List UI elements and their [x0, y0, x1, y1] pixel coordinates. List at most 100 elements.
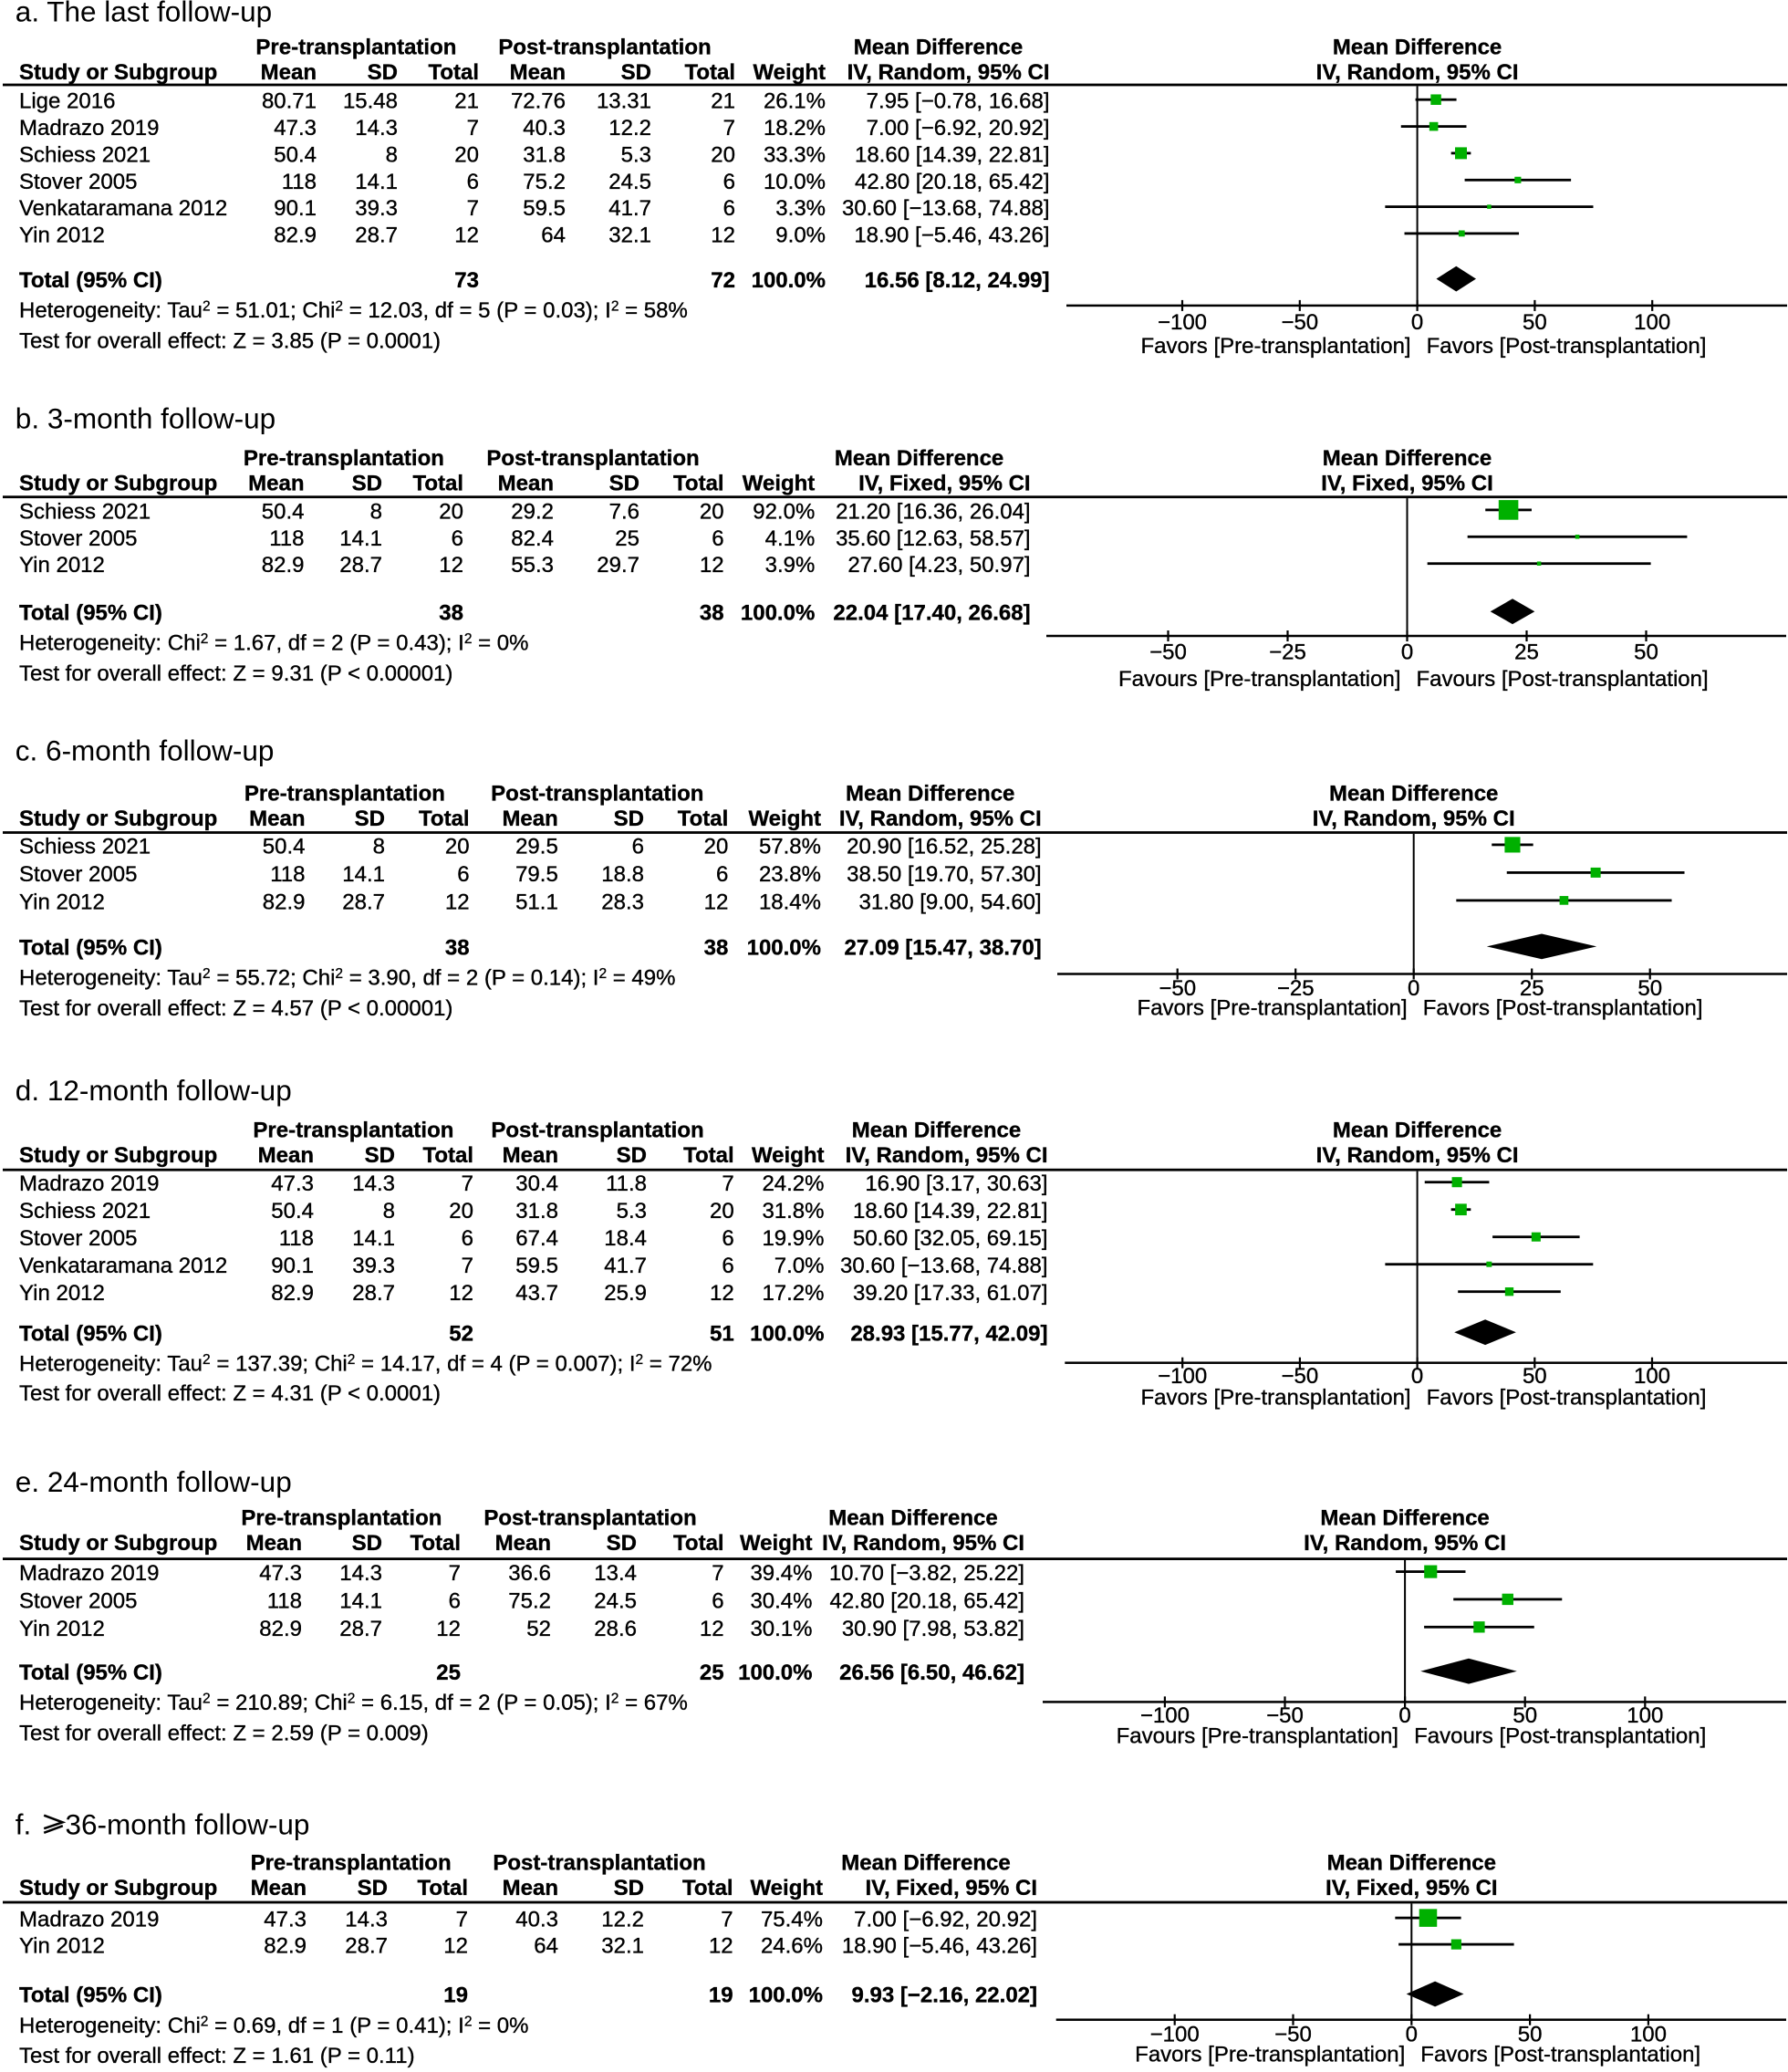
svg-text:20: 20: [445, 834, 470, 859]
svg-text:Total (95% CI): Total (95% CI): [19, 1661, 162, 1685]
svg-text:5.3: 5.3: [617, 1199, 647, 1223]
svg-text:Study or Subgroup: Study or Subgroup: [19, 1876, 217, 1900]
svg-text:14.3: 14.3: [339, 1561, 382, 1586]
svg-text:Study or Subgroup: Study or Subgroup: [19, 60, 217, 85]
svg-text:28.7: 28.7: [352, 1281, 395, 1306]
svg-text:39.3: 39.3: [355, 196, 398, 221]
svg-text:118: 118: [267, 1588, 302, 1613]
svg-text:24.5: 24.5: [608, 170, 651, 194]
svg-text:18.60 [14.39, 22.81]: 18.60 [14.39, 22.81]: [855, 142, 1050, 167]
svg-text:18.4: 18.4: [604, 1226, 647, 1251]
svg-text:6: 6: [712, 1588, 723, 1613]
svg-text:47.3: 47.3: [264, 1908, 307, 1932]
svg-text:28.7: 28.7: [339, 1617, 382, 1641]
svg-text:29.7: 29.7: [597, 553, 639, 578]
svg-text:Mean Difference: Mean Difference: [1327, 1851, 1496, 1876]
svg-text:38: 38: [445, 936, 470, 961]
svg-text:−50: −50: [1159, 976, 1196, 1001]
svg-text:Schiess 2021: Schiess 2021: [19, 834, 151, 859]
svg-text:−100: −100: [1150, 2023, 1200, 2047]
svg-text:Test for overall effect: Z = 2: Test for overall effect: Z = 2.59 (P = 0…: [19, 1722, 429, 1746]
svg-text:26.1%: 26.1%: [764, 89, 826, 114]
svg-text:18.90 [−5.46, 43.26]: 18.90 [−5.46, 43.26]: [854, 223, 1049, 247]
svg-text:32.1: 32.1: [608, 223, 651, 247]
svg-text:Mean: Mean: [246, 1531, 302, 1556]
svg-text:Test for overall effect: Z = 4: Test for overall effect: Z = 4.31 (P < 0…: [19, 1381, 441, 1406]
svg-text:Total: Total: [683, 1143, 734, 1168]
svg-text:Mean Difference: Mean Difference: [1329, 782, 1498, 807]
svg-text:30.1%: 30.1%: [750, 1617, 812, 1641]
svg-text:14.3: 14.3: [355, 116, 398, 141]
svg-text:SD: SD: [352, 1531, 382, 1556]
svg-text:14.3: 14.3: [352, 1171, 395, 1196]
svg-text:IV, Random, 95% CI: IV, Random, 95% CI: [839, 807, 1042, 831]
svg-text:0: 0: [1411, 1364, 1423, 1389]
svg-text:12: 12: [445, 890, 470, 914]
svg-text:55.3: 55.3: [511, 553, 554, 578]
svg-text:38: 38: [704, 936, 729, 961]
svg-text:Heterogeneity: Chi2​ = 1.67, d: Heterogeneity: Chi2​ = 1.67, df = 2 (P =…: [19, 631, 528, 656]
svg-text:Total: Total: [422, 1143, 473, 1168]
svg-text:100: 100: [1630, 2023, 1667, 2047]
svg-text:12: 12: [700, 1617, 724, 1641]
svg-text:30.60 [−13.68, 74.88]: 30.60 [−13.68, 74.88]: [840, 1254, 1048, 1278]
svg-text:19.9%: 19.9%: [762, 1226, 824, 1251]
svg-text:Mean: Mean: [248, 472, 304, 496]
svg-text:Favours [Pre-transplantation]: Favours [Pre-transplantation]: [1117, 1724, 1398, 1749]
svg-text:a. The last follow-up: a. The last follow-up: [16, 0, 272, 28]
svg-text:12: 12: [443, 1934, 468, 1959]
svg-text:−25: −25: [1269, 640, 1306, 664]
svg-text:Yin 2012: Yin 2012: [19, 553, 105, 578]
svg-text:Test for overall effect: Z = 3: Test for overall effect: Z = 3.85 (P = 0…: [19, 329, 441, 354]
svg-text:27.60 [4.23, 50.97]: 27.60 [4.23, 50.97]: [847, 553, 1030, 578]
svg-text:32.1: 32.1: [601, 1934, 644, 1959]
svg-text:50: 50: [1513, 1703, 1537, 1728]
svg-text:21.20 [16.36, 26.04]: 21.20 [16.36, 26.04]: [836, 499, 1031, 524]
svg-text:7: 7: [456, 1908, 468, 1932]
svg-text:7: 7: [462, 1254, 473, 1278]
svg-text:14.1: 14.1: [342, 862, 385, 887]
svg-text:Favors [Pre-transplantation]: Favors [Pre-transplantation]: [1135, 2042, 1405, 2067]
svg-text:7: 7: [462, 1171, 473, 1196]
svg-text:Mean: Mean: [261, 60, 317, 85]
svg-text:0: 0: [1411, 310, 1423, 335]
svg-text:Favors [Post-transplantation]: Favors [Post-transplantation]: [1427, 334, 1707, 359]
svg-text:31.8%: 31.8%: [762, 1199, 824, 1223]
svg-text:14.1: 14.1: [352, 1226, 395, 1251]
svg-text:100.0%: 100.0%: [752, 268, 826, 293]
svg-text:20: 20: [439, 499, 463, 524]
svg-text:12: 12: [711, 223, 735, 247]
svg-text:50: 50: [1634, 640, 1658, 664]
svg-text:64: 64: [541, 223, 566, 247]
svg-text:26.56 [6.50, 46.62]: 26.56 [6.50, 46.62]: [839, 1661, 1024, 1685]
svg-text:Total: Total: [678, 807, 729, 831]
svg-text:Heterogeneity: Chi2​ = 0.69, d: Heterogeneity: Chi2​ = 0.69, df = 1 (P =…: [19, 2014, 528, 2038]
svg-text:10.0%: 10.0%: [764, 170, 826, 194]
svg-text:Mean Difference: Mean Difference: [828, 1505, 997, 1530]
svg-text:100.0%: 100.0%: [738, 1661, 812, 1685]
svg-text:0: 0: [1398, 1703, 1410, 1728]
svg-text:75.2: 75.2: [508, 1588, 551, 1613]
svg-text:31.8: 31.8: [515, 1199, 558, 1223]
svg-text:3.9%: 3.9%: [765, 553, 816, 578]
svg-text:8: 8: [373, 834, 385, 859]
svg-text:Venkataramana 2012: Venkataramana 2012: [19, 1254, 227, 1278]
svg-text:Mean: Mean: [510, 60, 566, 85]
svg-text:51: 51: [710, 1321, 734, 1346]
svg-text:20.90 [16.52, 25.28]: 20.90 [16.52, 25.28]: [847, 834, 1042, 859]
svg-text:27.09 [15.47, 38.70]: 27.09 [15.47, 38.70]: [845, 936, 1042, 961]
svg-text:8: 8: [370, 499, 382, 524]
svg-text:100.0%: 100.0%: [741, 600, 815, 625]
svg-text:f.: f.: [16, 1807, 32, 1840]
svg-text:−100: −100: [1158, 1364, 1207, 1389]
svg-text:Pre-transplantation: Pre-transplantation: [244, 446, 444, 471]
svg-text:−50: −50: [1282, 1364, 1319, 1389]
svg-text:7: 7: [449, 1561, 461, 1586]
svg-text:14.1: 14.1: [355, 170, 398, 194]
svg-text:50: 50: [1637, 976, 1662, 1001]
svg-text:Weight: Weight: [743, 472, 816, 496]
svg-text:25: 25: [1520, 976, 1544, 1001]
svg-text:Stover 2005: Stover 2005: [19, 526, 137, 551]
svg-text:31.80 [9.00, 54.60]: 31.80 [9.00, 54.60]: [859, 890, 1042, 914]
svg-text:39.3: 39.3: [352, 1254, 395, 1278]
